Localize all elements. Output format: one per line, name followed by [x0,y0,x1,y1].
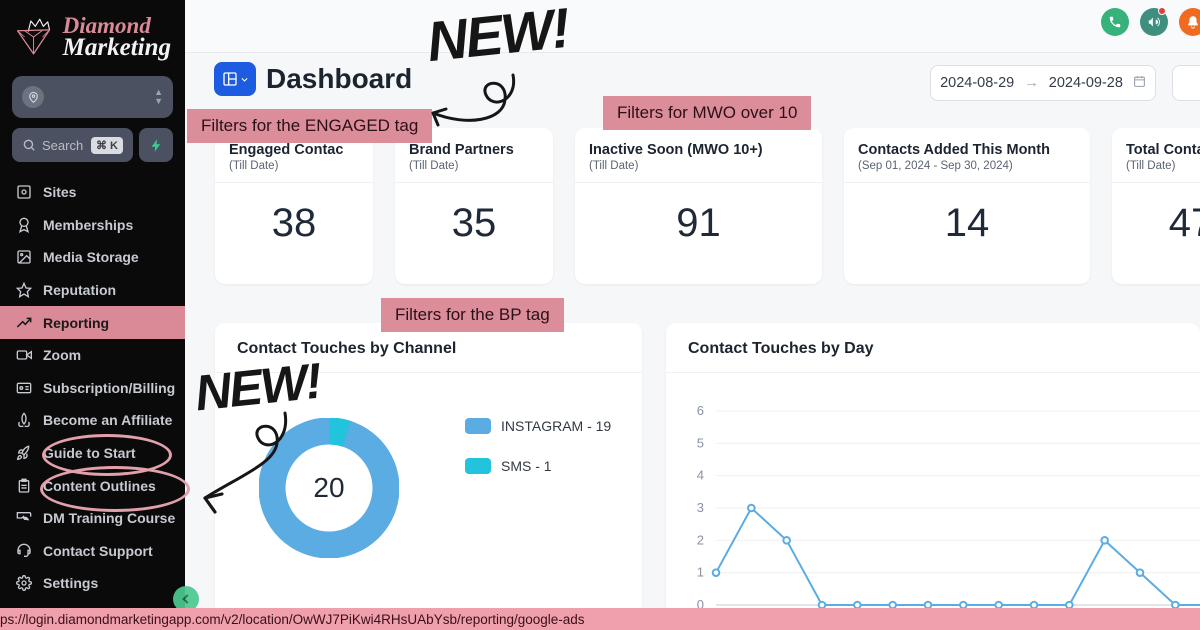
svg-text:3: 3 [697,500,704,515]
svg-text:1: 1 [697,565,704,580]
svg-text:2: 2 [697,532,704,547]
svg-text:4: 4 [697,468,704,483]
svg-text:5: 5 [697,435,704,450]
svg-text:6: 6 [697,403,704,418]
